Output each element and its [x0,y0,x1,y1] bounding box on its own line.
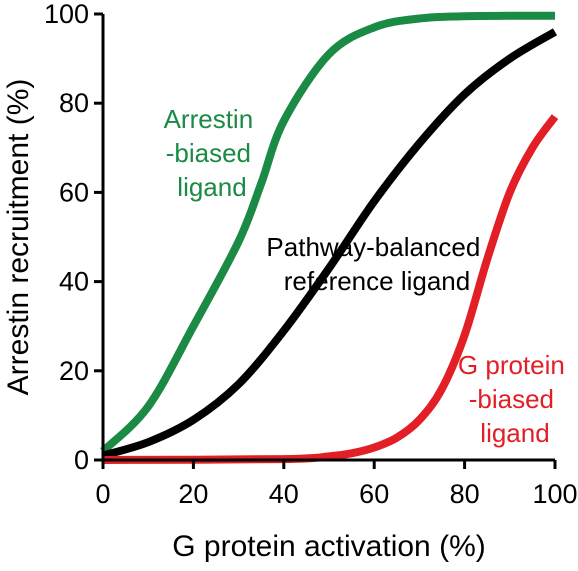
y-tick-label-4: 80 [59,88,89,118]
y-tick-label-1: 20 [59,356,89,386]
x-tick-label-2: 40 [269,479,299,509]
annotation-arrestin-biased: Arrestin -biased ligand [164,104,261,202]
y-axis-title: Arrestin recruitment (%) [2,79,35,396]
annotation-gprotein-line-1: G protein [458,350,565,380]
x-tick-label-3: 60 [359,479,389,509]
annotation-gprotein-biased: G protein -biased ligand [458,350,572,448]
series-line-0 [100,11,556,455]
annotation-balanced-line-2: reference ligand [284,266,470,296]
series-layer [100,11,559,464]
x-tick-label-4: 80 [450,479,480,509]
x-tick-label-1: 20 [178,479,208,509]
annotation-arrestin-line-1: Arrestin [164,104,254,134]
series-line-1 [101,28,558,460]
x-tick-label-5: 100 [532,479,577,509]
y-tick-label-3: 60 [59,177,89,207]
x-axis-title: G protein activation (%) [172,530,485,563]
series-line-2 [102,114,559,464]
annotation-balanced-line-1: Pathway-balanced [266,232,480,262]
annotation-gprotein-line-2: -biased [469,384,554,414]
x-tick-label-0: 0 [95,479,110,509]
annotation-arrestin-line-3: ligand [177,172,246,202]
y-ticks: 0 20 40 60 80 100 [44,0,103,475]
y-tick-label-2: 40 [59,267,89,297]
annotation-gprotein-line-3: ligand [480,418,549,448]
y-tick-label-5: 100 [44,0,89,29]
annotation-arrestin-line-2: -biased [166,138,251,168]
annotation-balanced: Pathway-balanced reference ligand [266,232,487,296]
y-tick-label-0: 0 [74,445,89,475]
x-ticks: 0 20 40 60 80 100 [95,460,578,509]
